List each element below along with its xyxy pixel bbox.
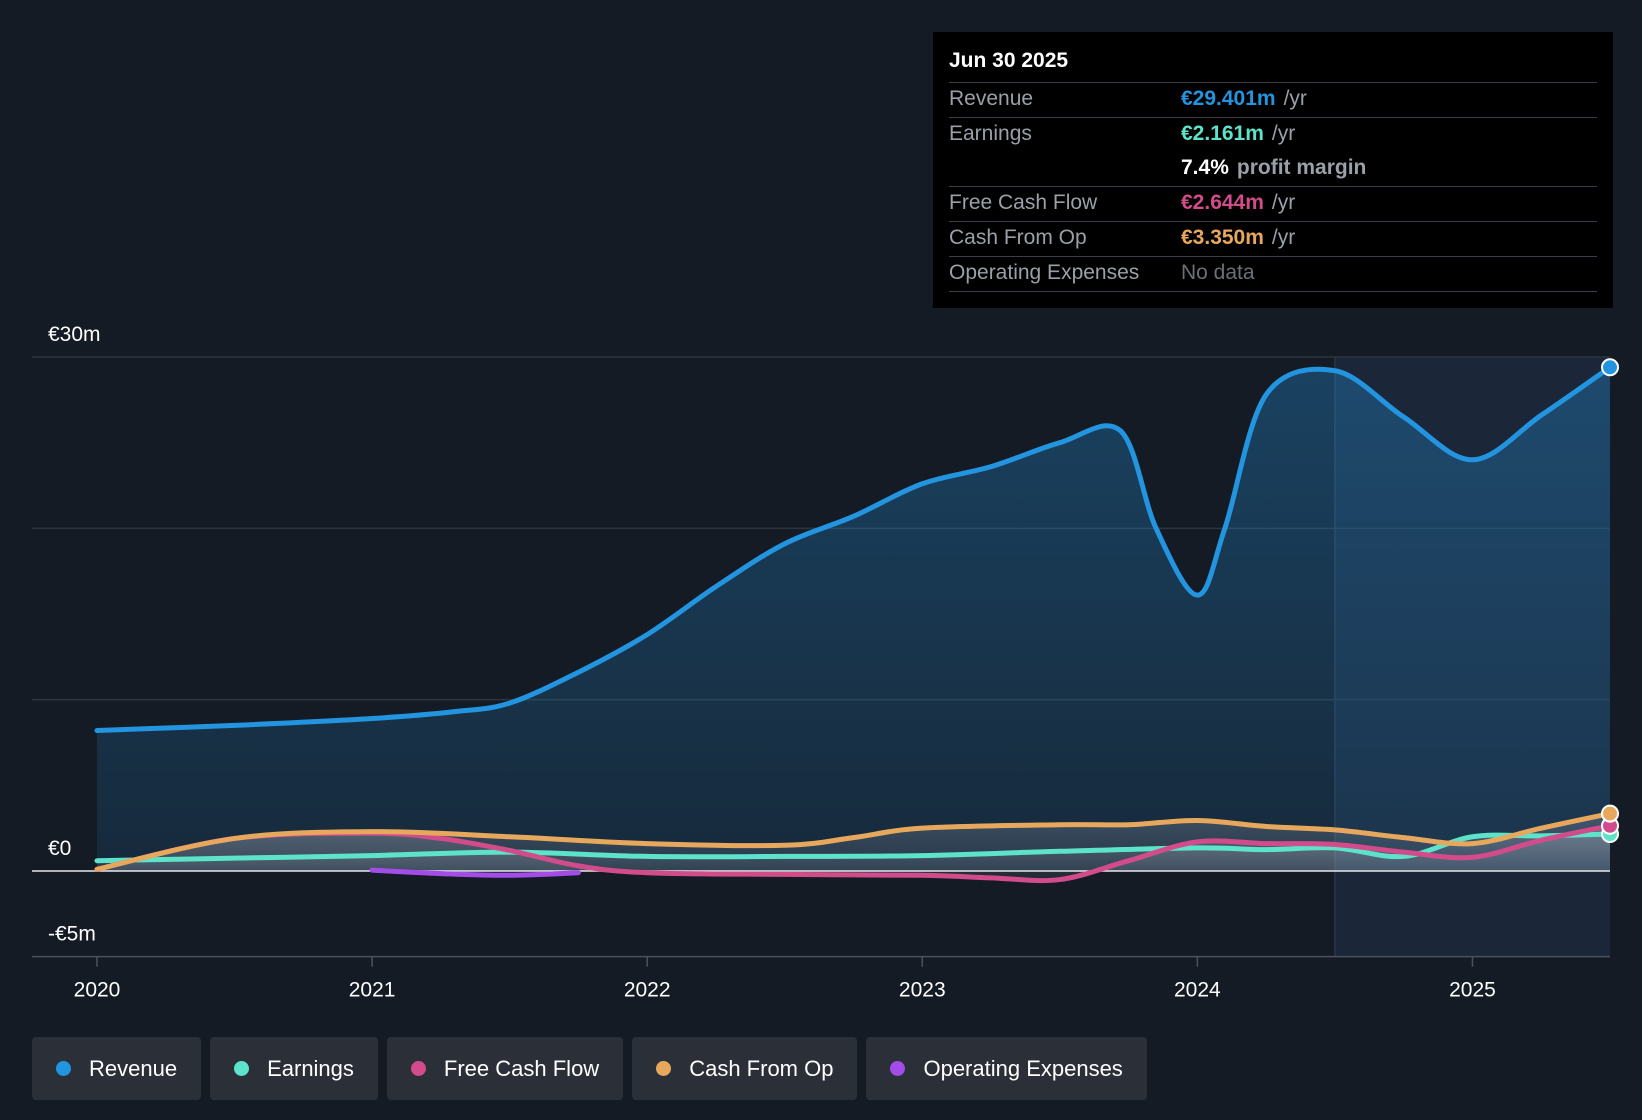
legend-item-free-cash-flow[interactable]: Free Cash Flow [386, 1037, 624, 1100]
legend-label: Earnings [267, 1055, 354, 1081]
legend-item-operating-expenses[interactable]: Operating Expenses [866, 1037, 1147, 1100]
legend-item-cash-from-op[interactable]: Cash From Op [632, 1037, 858, 1100]
tooltip-value: €29.401m [1181, 87, 1276, 110]
legend-label: Operating Expenses [923, 1055, 1123, 1081]
revenue-dot-icon [56, 1061, 71, 1076]
tooltip-unit: /yr [1271, 122, 1296, 145]
y-tick-label: -€5m [48, 923, 96, 946]
free-cash-flow-dot-icon [410, 1061, 426, 1076]
tooltip-unit: /yr [1271, 226, 1296, 249]
tooltip-label: Operating Expenses [949, 261, 1140, 284]
legend-label: Revenue [89, 1055, 178, 1081]
endpoint-marker-revenue [1601, 358, 1619, 377]
tooltip-unit: /yr [1271, 191, 1296, 214]
earnings-dot-icon [234, 1061, 250, 1076]
tooltip-row-earnings: Earnings €2.161m /yr [949, 118, 1597, 152]
legend-label: Cash From Op [689, 1055, 834, 1081]
series-line-cash-from-op [94, 811, 1613, 872]
tooltip-label: Earnings [949, 122, 1032, 145]
x-tick-label: 2024 [1174, 979, 1221, 1002]
tooltip-row-opex: Operating Expenses No data [949, 257, 1597, 292]
x-tick-label: 2025 [1449, 979, 1496, 1002]
tooltip-label: Revenue [949, 87, 1034, 110]
tooltip-value: No data [1181, 261, 1255, 284]
x-tick-label: 2020 [74, 979, 121, 1002]
tooltip-row-margin: 7.4% profit margin [949, 152, 1597, 187]
legend-item-revenue[interactable]: Revenue [32, 1037, 202, 1100]
series-line-revenue [94, 364, 1613, 734]
tooltip-value: €3.350m [1181, 226, 1264, 249]
financial-line-chart: €30m €0 -€5m 2020 2021 2022 2023 2024 2025 [32, 323, 1619, 1002]
tooltip-row-cfo: Cash From Op €3.350m /yr [949, 222, 1597, 257]
series-area-revenue [97, 367, 1610, 871]
chart-legend: Revenue Earnings Free Cash Flow Cash Fro… [32, 1037, 1156, 1100]
legend-item-earnings[interactable]: Earnings [210, 1037, 378, 1100]
series-line-free-cash-flow [94, 823, 1613, 884]
tooltip-row-revenue: Revenue €29.401m /yr [949, 83, 1597, 118]
operating-expenses-dot-icon [890, 1061, 906, 1076]
cash-from-op-dot-icon [656, 1061, 672, 1076]
tooltip-date: Jun 30 2025 [949, 46, 1597, 83]
tooltip-value: €2.644m [1181, 191, 1264, 214]
data-tooltip: Jun 30 2025 Revenue €29.401m /yr Earning… [933, 32, 1613, 308]
legend-label: Free Cash Flow [443, 1055, 600, 1081]
x-tick-label: 2023 [899, 979, 946, 1002]
series-area-cash-from-op [97, 813, 1610, 871]
y-tick-label: €30m [48, 323, 101, 346]
series-line-operating-expenses [369, 867, 581, 878]
tooltip-value: €2.161m [1181, 122, 1264, 145]
tooltip-row-fcf: Free Cash Flow €2.644m /yr [949, 187, 1597, 222]
endpoint-marker-cash-from-op [1601, 804, 1619, 823]
tooltip-label: Cash From Op [949, 226, 1087, 249]
y-tick-label: €0 [48, 837, 71, 860]
tooltip-unit: /yr [1283, 87, 1307, 110]
tooltip-margin-value: 7.4% [1181, 156, 1229, 179]
x-tick-label: 2021 [349, 979, 396, 1002]
tooltip-label: Free Cash Flow [949, 191, 1098, 214]
x-tick-label: 2022 [624, 979, 671, 1002]
tooltip-margin-text: profit margin [1236, 156, 1367, 179]
